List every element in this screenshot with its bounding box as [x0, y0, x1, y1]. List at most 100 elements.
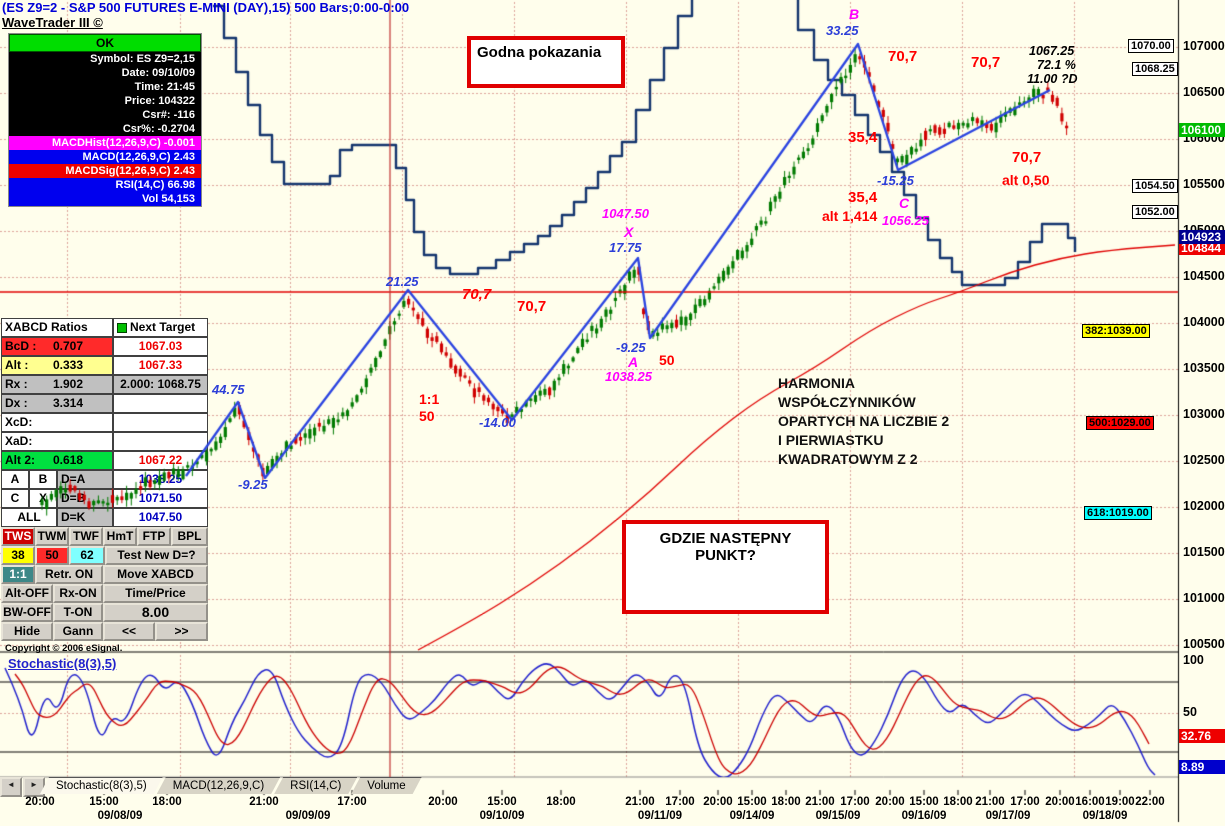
chart-annotation: 50 [659, 352, 675, 368]
time-axis-label: 15:00 [909, 796, 939, 808]
chart-annotation: 21.25 [386, 274, 419, 289]
info-row: Csr#: -116 [9, 108, 201, 122]
time-axis-label: 18:00 [771, 796, 801, 808]
price-tag: 104844 [1179, 241, 1225, 255]
price-axis-label: 106500 [1183, 85, 1225, 99]
fib-retracement-tag: 500:1029.00 [1086, 416, 1154, 430]
chart-annotation: X [624, 224, 634, 240]
price-axis-label: 102500 [1183, 453, 1225, 467]
chart-annotation: -9.25 [238, 477, 268, 492]
note-line: OPARTYCH NA LICZBIE 2 [778, 413, 950, 429]
time-axis-label: 18:00 [546, 796, 576, 808]
info-row: MACD(12,26,9,C) 2.43 [9, 150, 201, 164]
time-axis-label: 17:00 [840, 796, 870, 808]
time-axis-label: 17:00 [337, 796, 367, 808]
info-row: RSI(14,C) 66.98 [9, 178, 201, 192]
chart-annotation: 70,7 [971, 54, 1001, 71]
chart-annotation: 1056.25 [882, 213, 929, 228]
price-level-box: 1070.00 [1128, 39, 1174, 53]
chart-annotation: B [849, 6, 860, 22]
tab-macd-12-26-9-c-[interactable]: MACD(12,26,9,C) [157, 777, 280, 794]
chart-annotation: 35,4 [848, 129, 878, 146]
chart-title: (ES Z9=2 - S&P 500 FUTURES E-MINI (DAY),… [2, 0, 410, 15]
time-axis-label: 21:00 [249, 796, 279, 808]
price-tag: 106100 [1179, 123, 1225, 137]
chart-annotation: 70,7 [1012, 149, 1042, 166]
info-row: MACDSig(12,26,9,C) 2.43 [9, 164, 201, 178]
chart-annotation: 11.00 ?D [1027, 72, 1078, 86]
chart-annotation: C [899, 195, 910, 211]
time-axis-label: 21:00 [975, 796, 1005, 808]
chart-annotation: 70,7 [517, 298, 547, 315]
time-axis-label: 19:00 [1105, 796, 1135, 808]
tab-scroll-right-icon[interactable]: ► [23, 777, 45, 797]
chart-annotation: 44.75 [212, 382, 245, 397]
tab-scroll-left-icon[interactable]: ◄ [0, 777, 22, 797]
date-axis-label: 09/15/09 [815, 810, 861, 822]
info-row: Price: 104322 [9, 94, 201, 108]
stochastic-axis-label: 100 [1183, 653, 1204, 667]
note-gdzie-nastepny-punkt: GDZIE NASTĘPNY PUNKT? [622, 520, 829, 614]
date-axis-label: 09/14/09 [729, 810, 775, 822]
note-line: HARMONIA [778, 375, 855, 391]
time-axis-label: 21:00 [805, 796, 835, 808]
price-axis-label: 105500 [1183, 177, 1225, 191]
info-row: Date: 09/10/09 [9, 66, 201, 80]
chart-annotation: 1047.50 [602, 206, 649, 221]
price-axis-label: 100500 [1183, 637, 1225, 651]
chart-annotation: 1038.25 [605, 369, 652, 384]
tab-rsi-14-c-[interactable]: RSI(14,C) [274, 777, 357, 794]
note-line: GDZIE NASTĘPNY [659, 530, 792, 547]
time-axis-label: 15:00 [89, 796, 119, 808]
chart-annotation: 1:1 [419, 391, 440, 407]
price-axis-label: 103000 [1183, 407, 1225, 421]
date-axis-label: 09/09/09 [285, 810, 331, 822]
time-axis-label: 20:00 [428, 796, 458, 808]
time-axis-label: 15:00 [737, 796, 767, 808]
price-axis-label: 104500 [1183, 269, 1225, 283]
fib-retracement-tag: 618:1019.00 [1084, 506, 1152, 520]
time-axis-label: 16:00 [1075, 796, 1105, 808]
time-axis-label: 22:00 [1135, 796, 1165, 808]
time-axis-label: 17:00 [1010, 796, 1040, 808]
note-line: PUNKT? [695, 547, 756, 564]
chart-annotation: 72.1 % [1037, 58, 1076, 72]
status-ok-button[interactable]: OK [9, 34, 201, 52]
date-axis-label: 09/16/09 [901, 810, 947, 822]
info-row: Time: 21:45 [9, 80, 201, 94]
price-axis-label: 104000 [1183, 315, 1225, 329]
fib-retracement-tag: 382:1039.00 [1082, 324, 1150, 338]
date-axis-label: 09/17/09 [985, 810, 1031, 822]
stochastic-value-tag: 32.76 [1179, 729, 1225, 743]
price-axis-label: 103500 [1183, 361, 1225, 375]
note-harmonia: HARMONIA WSPÓŁCZYNNIKÓW OPARTYCH NA LICZBI… [778, 374, 949, 469]
chart-annotation: 1067.25 [1029, 44, 1075, 58]
chart-annotation: 70,7 [462, 286, 492, 303]
stochastic-axis-label: 50 [1183, 705, 1197, 719]
tab-stochastic-8-3-5-[interactable]: Stochastic(8(3),5) [40, 777, 163, 794]
date-axis-label: 09/18/09 [1082, 810, 1128, 822]
time-axis-label: 20:00 [703, 796, 733, 808]
note-text: Godna pokazania [477, 44, 602, 61]
chart-annotation: -9.25 [616, 340, 646, 355]
time-axis-label: 17:00 [665, 796, 695, 808]
note-godna-pokazania: Godna pokazania [467, 36, 625, 88]
note-line: KWADRATOWYM Z 2 [778, 451, 918, 467]
stochastic-value-tag: 8.89 [1179, 760, 1225, 774]
chart-annotation: 35,4 [848, 189, 878, 206]
price-level-box: 1052.00 [1132, 205, 1178, 219]
tab-volume[interactable]: Volume [351, 777, 421, 794]
chart-annotation: 17.75 [609, 240, 642, 255]
chart-annotation: alt 0,50 [1002, 172, 1050, 188]
symbol-info-panel: OK Symbol: ES Z9=2,15 Date: 09/10/09 Time:… [8, 33, 202, 207]
chart-annotation: -14.00 [479, 415, 516, 430]
price-axis-label: 107000 [1183, 39, 1225, 53]
time-axis-label: 21:00 [625, 796, 655, 808]
time-axis-label: 20:00 [25, 796, 55, 808]
indicator-tab-bar: ◄ ► Stochastic(8(3),5) MACD(12,26,9,C) RSI… [0, 777, 422, 797]
chart-annotation: 70,7 [888, 48, 918, 65]
stochastic-pane-label: Stochastic(8(3),5) [8, 656, 117, 671]
price-axis-label: 102000 [1183, 499, 1225, 513]
